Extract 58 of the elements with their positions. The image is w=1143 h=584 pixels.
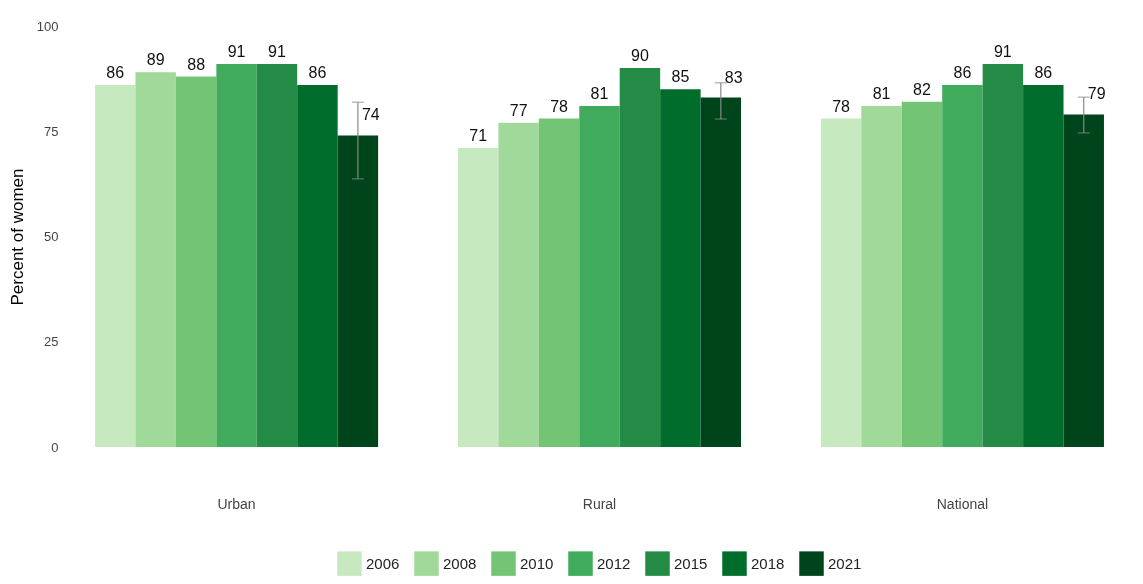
data-label: 79 xyxy=(1087,85,1106,103)
data-label: 77 xyxy=(509,101,528,119)
data-label: 78 xyxy=(832,97,851,115)
legend-label: 2006 xyxy=(366,554,400,572)
x-tick-label: Urban xyxy=(217,495,256,512)
x-tick-label: National xyxy=(936,495,989,512)
y-tick-label: 100 xyxy=(36,18,59,34)
bar xyxy=(660,89,701,447)
bar xyxy=(175,76,217,447)
bar xyxy=(457,148,499,447)
data-label: 81 xyxy=(590,84,609,102)
data-label: 86 xyxy=(953,63,972,81)
bar xyxy=(1023,84,1064,447)
legend-label: 2015 xyxy=(674,554,708,572)
data-label: 86 xyxy=(1034,63,1053,81)
data-label: 89 xyxy=(146,51,165,69)
x-tick-label: Rural xyxy=(582,495,617,512)
data-label: 83 xyxy=(724,68,743,86)
data-label: 88 xyxy=(187,55,206,73)
data-label: 86 xyxy=(308,63,327,81)
bar xyxy=(700,97,742,447)
bar xyxy=(95,84,136,447)
bar xyxy=(982,63,1024,447)
bar xyxy=(861,105,902,447)
data-label: 91 xyxy=(227,42,246,60)
bar xyxy=(1063,114,1104,447)
bar xyxy=(820,118,862,447)
data-label: 90 xyxy=(631,47,649,65)
data-label: 85 xyxy=(671,68,690,86)
legend-label: 2018 xyxy=(751,554,785,572)
bar xyxy=(216,63,257,447)
bar xyxy=(579,105,620,447)
bar xyxy=(135,72,176,447)
y-axis-title: Percent of women xyxy=(7,168,27,306)
data-label: 91 xyxy=(268,42,287,60)
y-tick-label: 25 xyxy=(44,334,59,350)
bar xyxy=(942,84,983,447)
data-label: 86 xyxy=(106,63,125,81)
data-label: 78 xyxy=(550,97,569,115)
bar xyxy=(619,68,661,447)
bar xyxy=(297,84,338,447)
bar xyxy=(337,135,379,447)
legend-label: 2010 xyxy=(520,554,554,572)
legend-label: 2012 xyxy=(597,554,631,572)
legend-label: 2021 xyxy=(828,554,862,572)
bar xyxy=(901,101,943,447)
bar xyxy=(538,118,580,447)
y-tick-label: 0 xyxy=(51,439,59,455)
data-label: 91 xyxy=(993,42,1012,60)
data-label: 71 xyxy=(469,127,488,145)
bar xyxy=(256,63,298,447)
data-label: 74 xyxy=(361,106,380,124)
legend-label: 2008 xyxy=(443,554,477,572)
y-tick-label: 75 xyxy=(44,123,59,139)
data-label: 81 xyxy=(872,84,891,102)
bar xyxy=(498,122,539,447)
y-tick-label: 50 xyxy=(44,229,59,244)
data-label: 82 xyxy=(913,80,931,98)
